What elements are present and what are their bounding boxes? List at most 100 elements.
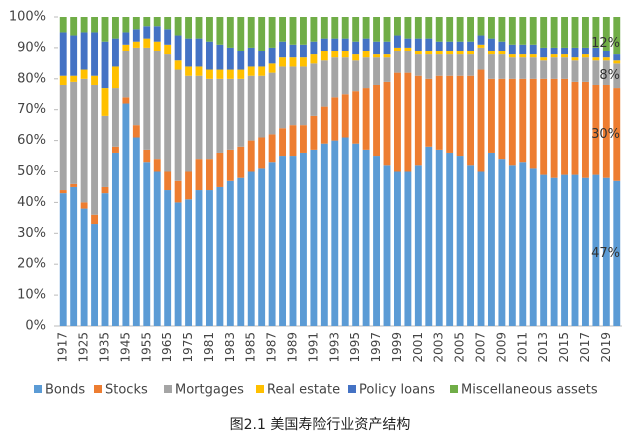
bar-segment	[425, 38, 433, 51]
bar-segment	[320, 60, 328, 107]
y-tick-label: 70%	[17, 102, 46, 117]
bar-segment	[111, 146, 119, 153]
bar-segment	[529, 54, 537, 58]
bar-segment	[226, 180, 234, 326]
bar-segment	[498, 17, 506, 42]
bar-segment	[258, 50, 266, 67]
bar-segment	[383, 17, 391, 42]
bar-segment	[299, 57, 307, 67]
bar-segment	[237, 17, 245, 51]
bar-segment	[310, 115, 318, 150]
bar-segment	[414, 54, 422, 76]
bar-segment	[153, 159, 161, 172]
bar-segment	[602, 57, 610, 61]
bar-segment	[132, 125, 140, 138]
caption: 图2.1 美国寿险行业资产结构	[230, 416, 411, 433]
x-tick-label: 1991	[306, 332, 320, 363]
x-tick-label: 1981	[202, 332, 216, 363]
bar-segment	[383, 57, 391, 82]
bar-segment	[331, 17, 339, 39]
y-tick-label: 90%	[17, 40, 46, 55]
bar-segment	[153, 26, 161, 42]
x-tick-label: 1955	[139, 332, 153, 363]
bar-segment	[80, 202, 88, 209]
bar-segment	[435, 50, 443, 55]
bar-segment	[467, 165, 475, 326]
bar-segment	[341, 57, 349, 95]
bar-segment	[404, 38, 412, 48]
bar-segment	[279, 156, 287, 326]
bar-segment	[404, 50, 412, 73]
bar-segment	[581, 177, 589, 326]
bar-segment	[561, 174, 569, 326]
bar-segment	[613, 54, 621, 61]
bar-segment	[550, 57, 558, 79]
bar-segment	[185, 66, 193, 76]
bar-segment	[393, 35, 401, 48]
bar-segment	[414, 165, 422, 326]
x-tick-label: 1985	[244, 332, 258, 363]
bar-segment	[205, 69, 213, 79]
bar-segment	[383, 54, 391, 58]
bar-segment	[425, 146, 433, 326]
bar-segment	[153, 17, 161, 27]
bar-segment	[80, 208, 88, 326]
bar-segment	[529, 17, 537, 45]
y-tick-label: 20%	[17, 257, 46, 272]
bar-segment	[341, 137, 349, 326]
bar-segment	[122, 50, 130, 98]
bar-segment	[70, 17, 78, 36]
bar-segment	[352, 54, 360, 61]
bar-segment	[258, 75, 266, 138]
bar-segment	[592, 17, 600, 48]
bar-segment	[70, 75, 78, 82]
bar-segment	[279, 17, 287, 42]
bar-segment	[383, 41, 391, 55]
bar-segment	[143, 17, 151, 27]
x-tick-label: 2003	[432, 332, 446, 363]
bar-segment	[320, 17, 328, 39]
annotation: 30%	[591, 127, 620, 142]
bar-segment	[571, 81, 579, 175]
bar-segment	[435, 17, 443, 42]
bar-segment	[132, 17, 140, 30]
bar-segment	[331, 50, 339, 58]
legend-swatch	[256, 385, 264, 393]
bar-segment	[258, 17, 266, 51]
bar-segment	[226, 149, 234, 181]
bar-segment	[519, 17, 527, 45]
bar-segment	[571, 174, 579, 326]
bar-segment	[195, 190, 203, 326]
bar-segment	[59, 32, 67, 76]
bar-segment	[393, 171, 401, 326]
bar-segment	[508, 165, 516, 326]
bar-segment	[550, 177, 558, 326]
x-tick-label: 1925	[77, 332, 91, 363]
bar-segment	[91, 75, 99, 85]
legend-swatch	[450, 385, 458, 393]
bar-segment	[352, 91, 360, 144]
legend-label: Real estate	[267, 383, 340, 398]
x-tick-label: 1975	[181, 332, 195, 363]
bar-segment	[101, 186, 109, 194]
bar-segment	[393, 47, 401, 51]
bar-segment	[289, 57, 297, 67]
bar-segment	[487, 17, 495, 39]
bar-segment	[487, 50, 495, 55]
x-tick-label: 1983	[223, 332, 237, 363]
bar-segment	[467, 50, 475, 55]
bar-segment	[59, 17, 67, 33]
bar-segment	[404, 171, 412, 326]
bar-segment	[310, 63, 318, 116]
bar-segment	[164, 29, 172, 45]
bar-segment	[362, 149, 370, 326]
bar-segment	[143, 47, 151, 150]
bar-segment	[561, 47, 569, 55]
bar-segment	[153, 171, 161, 326]
bar-segment	[174, 202, 182, 326]
bar-segment	[602, 17, 610, 51]
bar-segment	[132, 47, 140, 126]
bar-segment	[352, 17, 360, 42]
bar-segment	[383, 165, 391, 326]
bar-segment	[373, 84, 381, 157]
